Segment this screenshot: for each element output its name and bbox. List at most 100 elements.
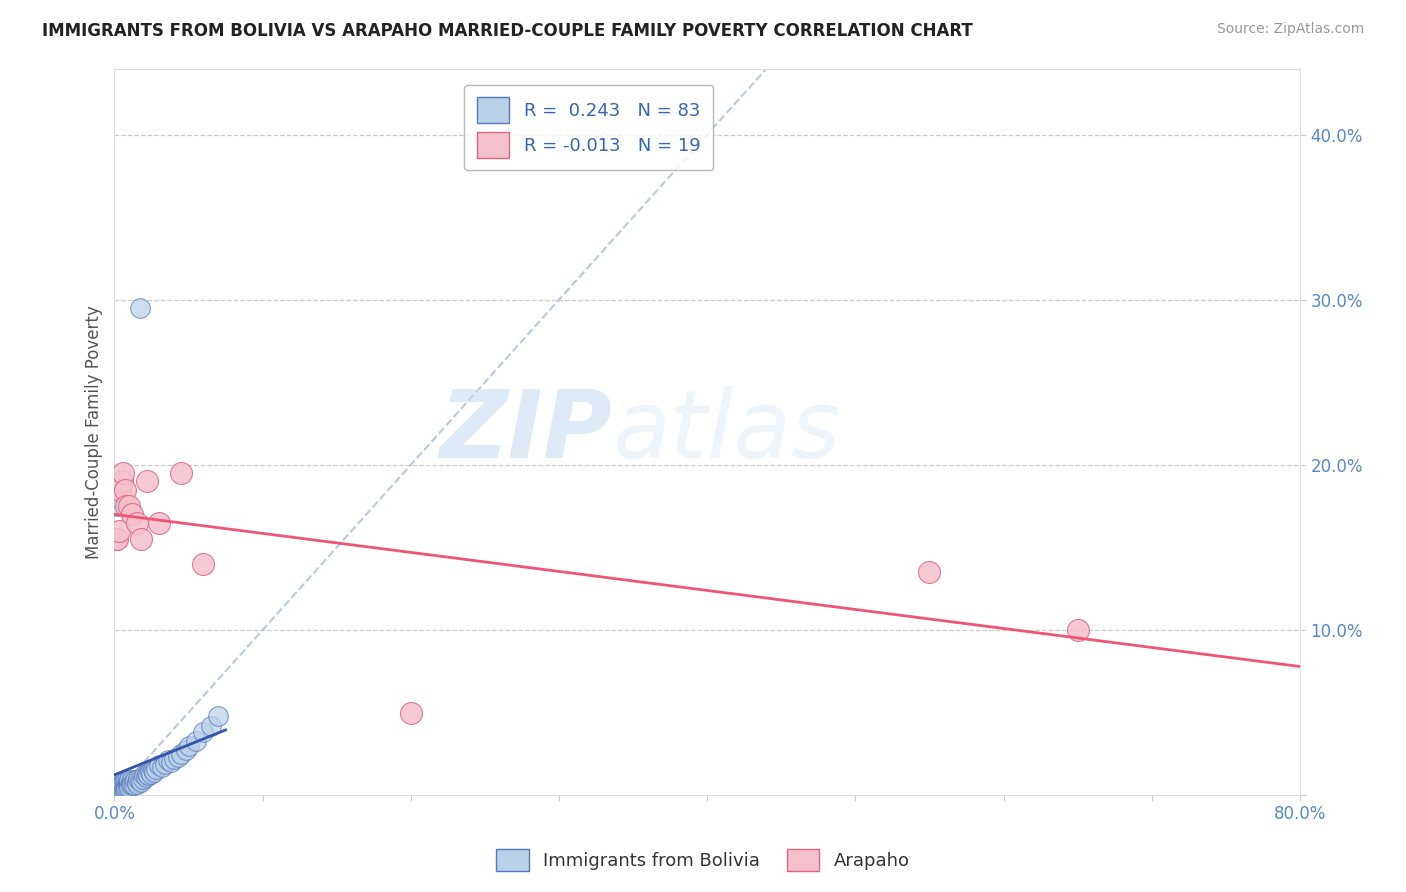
Point [131,772,153,786]
Point [104,532,127,546]
Point [120,778,142,792]
Point [108,524,131,538]
Point [128,301,150,315]
Point [184,733,207,747]
Text: IMMIGRANTS FROM BOLIVIA VS ARAPAHO MARRIED-COUPLE FAMILY POVERTY CORRELATION CHA: IMMIGRANTS FROM BOLIVIA VS ARAPAHO MARRI… [42,22,973,40]
Point [111,776,134,790]
Point [142,764,165,778]
Point [115,781,138,796]
Point [115,776,138,790]
Point [148,758,170,772]
Point [104,780,127,794]
Point [159,755,181,769]
Point [112,776,135,790]
Point [110,781,132,796]
Point [193,725,215,739]
Point [117,781,139,796]
Point [105,776,128,790]
Point [105,783,128,797]
Point [114,778,136,792]
Point [136,766,159,780]
Point [118,776,141,790]
Point [145,762,167,776]
Text: Source: ZipAtlas.com: Source: ZipAtlas.com [1216,22,1364,37]
Point [127,772,149,786]
Point [115,780,138,794]
Point [128,773,150,788]
Point [170,466,193,480]
Point [108,781,131,796]
Point [163,752,186,766]
Point [118,773,141,788]
Point [110,483,132,497]
Point [110,775,132,789]
Point [115,499,138,513]
Point [105,783,128,797]
Point [174,743,197,757]
Point [124,773,146,788]
Point [117,778,139,792]
Point [108,785,131,799]
Point [170,747,193,761]
Point [108,491,131,505]
Point [108,783,131,797]
Point [104,778,127,792]
Point [207,708,229,723]
Point [129,775,152,789]
Point [105,532,128,546]
Point [117,775,139,789]
Point [122,778,145,792]
Point [108,778,131,792]
Point [105,785,128,799]
Point [136,475,159,489]
Point [141,766,163,780]
Point [399,706,422,720]
Point [108,780,131,794]
Point [135,770,157,784]
Point [120,775,142,789]
Point [104,785,127,799]
Point [918,565,941,579]
Point [104,783,127,797]
Point [118,499,141,513]
Point [121,508,143,522]
Point [104,781,127,796]
Point [148,516,170,530]
Point [193,557,215,571]
Point [105,499,128,513]
Point [153,756,176,771]
Text: atlas: atlas [613,386,841,477]
Point [114,783,136,797]
Point [156,753,179,767]
Point [105,781,128,796]
Point [122,775,145,789]
Point [139,764,162,779]
Point [125,776,148,790]
Point [112,466,135,480]
Point [1066,623,1088,637]
Point [111,475,134,489]
Point [112,775,135,789]
Point [112,781,135,796]
Point [110,780,132,794]
Point [150,760,173,774]
Point [111,778,134,792]
Y-axis label: Married-Couple Family Poverty: Married-Couple Family Poverty [86,305,103,558]
Point [125,516,148,530]
Point [138,768,160,782]
Point [105,780,128,794]
Point [114,781,136,796]
Point [121,776,143,790]
Point [114,483,136,497]
Point [114,775,136,789]
Text: ZIP: ZIP [440,386,613,478]
Point [167,750,190,764]
Point [108,776,131,790]
Point [118,780,141,794]
Point [132,768,155,782]
Legend: R =  0.243   N = 83, R = -0.013   N = 19: R = 0.243 N = 83, R = -0.013 N = 19 [464,85,713,170]
Point [177,739,200,753]
Legend: Immigrants from Bolivia, Arapaho: Immigrants from Bolivia, Arapaho [489,842,917,879]
Point [129,532,152,546]
Point [105,778,128,792]
